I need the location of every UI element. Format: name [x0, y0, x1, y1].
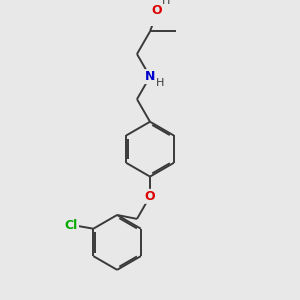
- Text: H: H: [156, 79, 165, 88]
- Text: H: H: [162, 0, 170, 6]
- Text: O: O: [145, 190, 155, 203]
- Text: O: O: [151, 4, 162, 17]
- Text: N: N: [145, 70, 155, 83]
- Text: Cl: Cl: [65, 220, 78, 232]
